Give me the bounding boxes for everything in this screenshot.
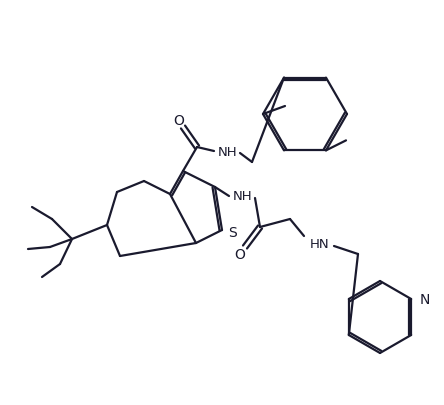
- Text: NH: NH: [218, 145, 238, 158]
- Text: N: N: [419, 292, 429, 306]
- Text: O: O: [234, 247, 246, 261]
- Text: HN: HN: [310, 238, 330, 251]
- Text: O: O: [174, 114, 184, 128]
- Text: S: S: [228, 226, 237, 239]
- Text: NH: NH: [233, 190, 253, 203]
